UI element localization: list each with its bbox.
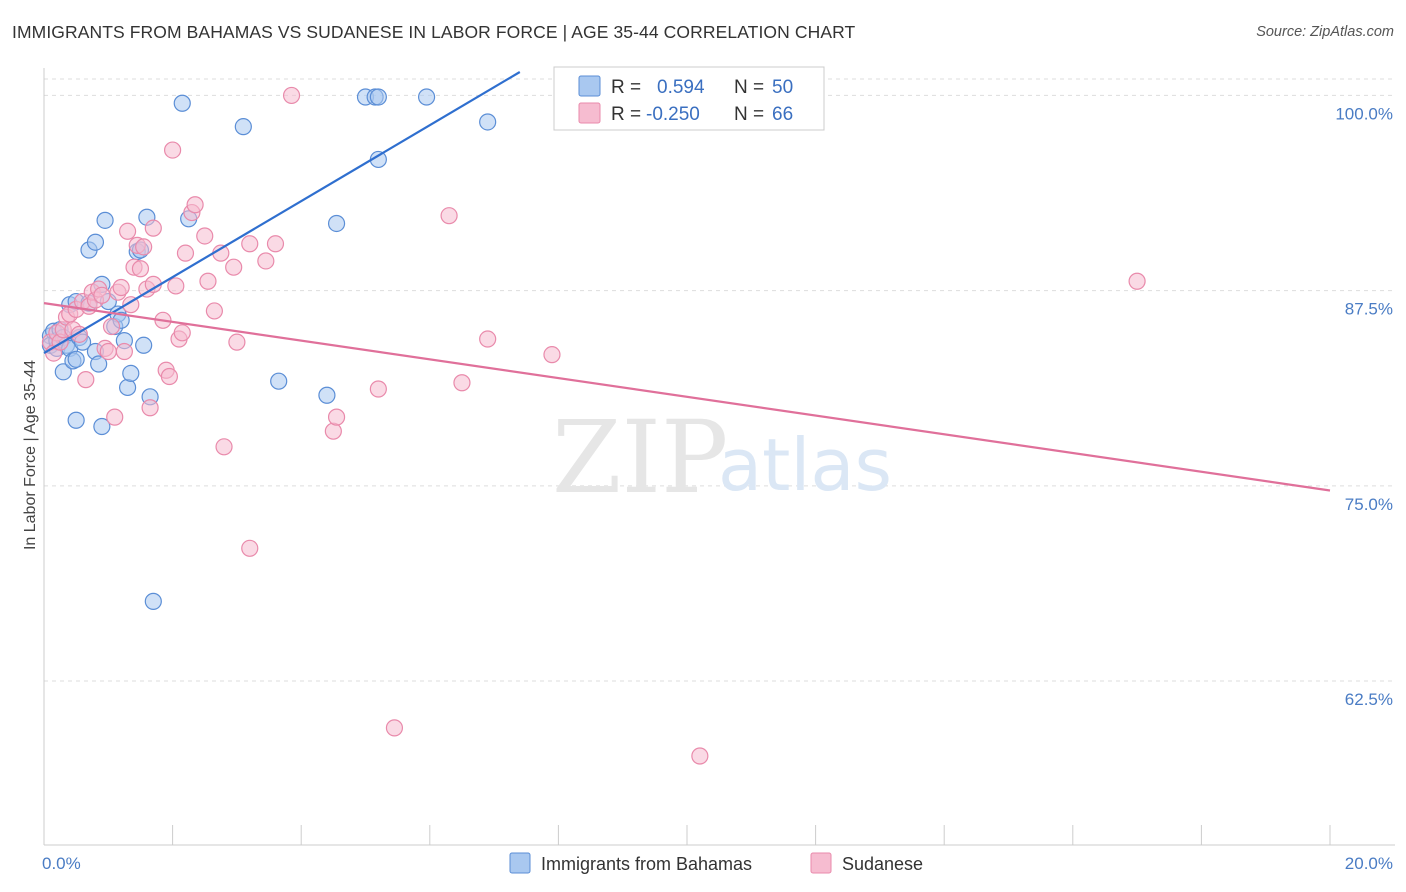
point-bahamas-41	[270, 372, 288, 390]
legend-swatch-sudanese	[578, 102, 601, 124]
point-sudanese-16	[93, 286, 111, 304]
point-sudanese-36	[160, 367, 178, 386]
point-sudanese-51	[241, 539, 259, 557]
point-sudanese-59	[385, 719, 404, 737]
tick-labels: 62.5% 75.0% 87.5% 100.0% 0.0% 20.0%	[42, 104, 1393, 873]
point-sudanese-20	[106, 408, 124, 426]
point-sudanese-46	[205, 302, 223, 320]
point-sudanese-41	[176, 244, 195, 262]
point-bahamas-46	[369, 88, 387, 106]
legend-swatch-bahamas	[578, 75, 601, 97]
point-bahamas-6	[54, 363, 72, 381]
point-sudanese-64	[691, 747, 709, 765]
trendline-bahamas	[43, 71, 521, 355]
point-bahamas-20	[86, 233, 105, 251]
watermark: ZIP atlas	[552, 399, 892, 516]
point-bahamas-30	[118, 378, 137, 397]
point-sudanese-45	[199, 272, 217, 290]
trendline-sudanese	[43, 302, 1331, 492]
point-sudanese-65	[1128, 272, 1146, 290]
axes	[43, 68, 1395, 846]
y-axis-label: In Labor Force | Age 35-44	[22, 360, 39, 550]
point-bahamas-49	[479, 113, 497, 131]
legend-r-label-sudanese: R =	[611, 104, 641, 125]
point-sudanese-56	[324, 422, 342, 440]
point-sudanese-48	[215, 438, 233, 456]
point-sudanese-60	[440, 207, 458, 225]
point-bahamas-34	[135, 336, 153, 354]
point-sudanese-62	[479, 330, 497, 348]
point-sudanese-31	[141, 399, 159, 417]
point-sudanese-28	[131, 260, 150, 278]
point-sudanese-50	[228, 333, 246, 351]
point-bahamas-29	[96, 211, 114, 229]
legend-n-label-bahamas: N =	[734, 77, 764, 98]
bottom-legend-swatch-bahamas	[509, 852, 531, 874]
point-bahamas-31	[122, 364, 140, 382]
bottom-legend-label-bahamas: Immigrants from Bahamas	[541, 854, 752, 874]
point-sudanese-22	[112, 278, 130, 297]
point-bahamas-48	[417, 88, 436, 106]
legend-n-label-sudanese: N =	[734, 104, 764, 125]
point-sudanese-53	[257, 252, 275, 270]
watermark-zip: ZIP	[552, 399, 728, 516]
y-tick-label-1: 75.0%	[1345, 495, 1393, 514]
point-sudanese-44	[196, 227, 214, 245]
bottom-legend-label-sudanese: Sudanese	[842, 854, 923, 874]
legend-r-value-sudanese: -0.250	[646, 104, 700, 125]
legend: R = 0.594 N = 50 R = -0.250 N = 66	[553, 66, 825, 131]
point-sudanese-29	[135, 238, 153, 256]
point-sudanese-58	[369, 380, 387, 398]
point-sudanese-11	[77, 371, 95, 389]
bottom-legend: Immigrants from Bahamas Sudanese	[509, 852, 923, 874]
point-bahamas-13	[67, 350, 85, 368]
point-bahamas-17	[93, 417, 111, 436]
point-sudanese-61	[453, 374, 471, 392]
y-tick-label-2: 87.5%	[1345, 300, 1393, 319]
point-sudanese-52	[241, 235, 259, 253]
point-sudanese-18	[99, 342, 117, 361]
point-sudanese-37	[164, 141, 182, 159]
point-sudanese-43	[186, 196, 204, 214]
legend-r-label-bahamas: R =	[611, 77, 641, 98]
point-sudanese-38	[167, 277, 185, 295]
point-sudanese-23	[115, 342, 133, 361]
legend-n-value-bahamas: 50	[772, 77, 793, 98]
chart-title: IMMIGRANTS FROM BAHAMAS VS SUDANESE IN L…	[12, 22, 856, 42]
point-sudanese-33	[144, 219, 162, 237]
y-axis-title: In Labor Force | Age 35-44	[22, 360, 39, 550]
x-tick-label-max: 20.0%	[1345, 854, 1393, 873]
point-sudanese-63	[543, 346, 561, 364]
legend-n-value-sudanese: 66	[772, 104, 793, 125]
point-bahamas-16	[67, 411, 85, 429]
point-bahamas-43	[327, 214, 346, 233]
legend-r-value-bahamas: 0.594	[657, 77, 705, 98]
point-bahamas-40	[234, 118, 252, 136]
y-tick-label-0: 62.5%	[1345, 690, 1393, 709]
point-sudanese-54	[266, 235, 285, 253]
source-credit: Source: ZipAtlas.com	[1256, 24, 1394, 40]
point-sudanese-24	[118, 222, 137, 240]
point-sudanese-19	[102, 317, 121, 336]
x-tick-label-min: 0.0%	[42, 854, 81, 873]
bottom-legend-swatch-sudanese	[810, 852, 832, 874]
point-bahamas-37	[144, 592, 162, 610]
point-bahamas-42	[318, 386, 336, 404]
watermark-atlas: atlas	[718, 423, 892, 507]
point-bahamas-38	[173, 94, 191, 112]
point-sudanese-40	[173, 324, 191, 342]
point-bahamas-22	[90, 355, 108, 373]
point-sudanese-55	[282, 86, 301, 105]
grid	[44, 78, 1395, 682]
point-sudanese-57	[327, 408, 346, 426]
y-tick-label-3: 100.0%	[1335, 104, 1393, 123]
trendlines	[43, 71, 1331, 492]
point-sudanese-49	[225, 258, 243, 276]
